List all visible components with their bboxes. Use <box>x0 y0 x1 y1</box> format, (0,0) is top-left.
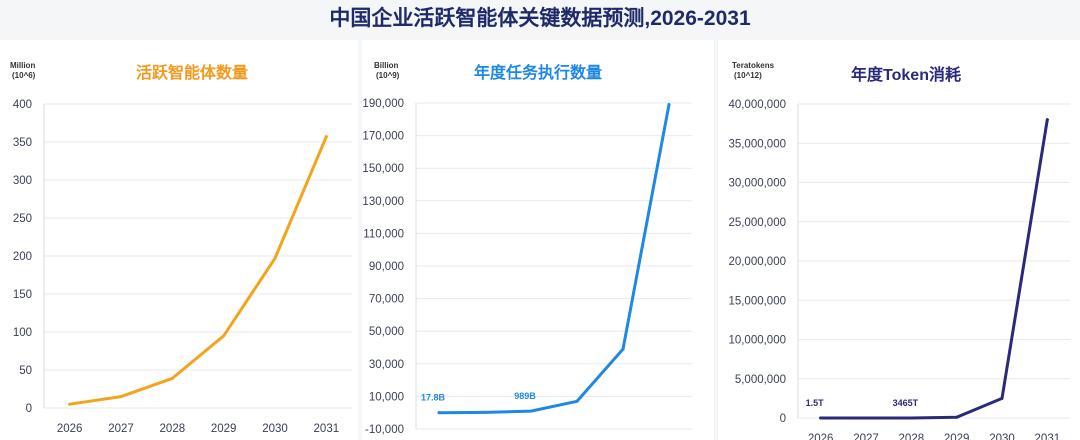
x-tick-label: 2027 <box>108 423 134 435</box>
y-tick-label: 50,000 <box>369 326 404 338</box>
chart-title: 年度任务执行数量 <box>474 63 602 82</box>
data-point <box>529 409 533 413</box>
data-point <box>170 376 174 380</box>
x-tick-label: 2031 <box>1035 433 1061 440</box>
page-title: 中国企业活跃智能体关键数据预测,2026-2031 <box>329 7 751 30</box>
y-tick-label: 40,000,000 <box>728 99 786 111</box>
y-tick-label: 150 <box>13 289 32 301</box>
panel-annual-tasks: Billion (10^9) 年度任务执行数量 -10,000 10,000 30,000… <box>362 40 714 440</box>
data-point <box>273 256 277 260</box>
y-tick-label: 35,000,000 <box>728 138 786 150</box>
unit-label: Teratokens (10^12) <box>732 61 775 80</box>
x-tick-label: 2027 <box>853 433 879 440</box>
y-tick-label: 250 <box>13 213 32 225</box>
panel-annual-tokens: Teratokens (10^12) 年度Token消耗 0 5,000,000 10,0… <box>718 40 1080 440</box>
y-tick-label: 300 <box>13 175 32 187</box>
y-tick-label: 350 <box>13 137 32 149</box>
chart-active-agents: Million (10^6) 活跃智能体数量 0 50 100 150 200 250 300 35… <box>10 61 352 435</box>
chart-title: 活跃智能体数量 <box>136 63 248 82</box>
chart-annual-tokens: Teratokens (10^12) 年度Token消耗 0 5,000,000 10,0… <box>728 61 1070 440</box>
x-tick-label: 2029 <box>211 423 237 435</box>
x-tick-label: 2028 <box>899 433 925 440</box>
data-point <box>483 410 487 414</box>
series-line <box>437 103 671 415</box>
y-tick-label: 400 <box>13 99 32 111</box>
data-point <box>864 416 868 420</box>
y-tick-label: 20,000,000 <box>728 256 786 268</box>
data-label: 989B <box>514 391 536 401</box>
y-tick-label: 0 <box>780 413 786 425</box>
x-tick-label: 2026 <box>57 423 83 435</box>
unit-label: Million (10^6) <box>10 61 36 80</box>
data-label: 1.5T <box>806 398 825 408</box>
y-tick-label: 110,000 <box>363 228 404 240</box>
data-point <box>909 416 913 420</box>
y-tick-label: 25,000,000 <box>728 217 786 229</box>
y-tick-label: 170,000 <box>362 131 404 143</box>
x-tick-label: 2029 <box>944 433 970 440</box>
y-tick-label: 150,000 <box>362 163 404 175</box>
data-point <box>119 395 123 399</box>
y-tick-label: 90,000 <box>369 261 404 273</box>
series-line <box>68 135 328 406</box>
data-point <box>437 411 441 415</box>
x-tick-label: 2031 <box>314 423 340 435</box>
y-tick-label: 70,000 <box>369 294 404 306</box>
y-tick-label: 5,000,000 <box>735 374 786 386</box>
y-tick-label: 190,000 <box>362 98 404 110</box>
data-point <box>68 402 72 406</box>
y-tick-label: 15,000,000 <box>728 295 786 307</box>
data-point <box>621 347 625 351</box>
x-tick-label: 2030 <box>262 423 288 435</box>
data-point <box>1045 118 1049 122</box>
unit-label: Billion (10^9) <box>374 61 400 80</box>
x-tick-label: 2026 <box>808 433 834 440</box>
x-tick-label: 2028 <box>160 423 186 435</box>
y-tick-label: 0 <box>26 403 32 415</box>
y-tick-label: 200 <box>13 251 32 263</box>
data-point <box>222 334 226 338</box>
x-tick-label: 2030 <box>989 433 1015 440</box>
panel-active-agents: Million (10^6) 活跃智能体数量 0 50 100 150 200 250 300 35… <box>0 40 358 440</box>
data-point <box>1000 396 1004 400</box>
y-tick-label: 30,000,000 <box>728 178 786 190</box>
data-point <box>667 103 671 107</box>
y-tick-label: 50 <box>19 365 32 377</box>
data-point <box>819 416 823 420</box>
data-label: 17.8B <box>421 393 446 403</box>
y-tick-label: 10,000 <box>369 391 404 403</box>
y-tick-label: 10,000,000 <box>728 335 786 347</box>
chart-annual-tasks: Billion (10^9) 年度任务执行数量 -10,000 10,000 30,000… <box>362 61 692 436</box>
y-tick-label: -10,000 <box>365 424 404 436</box>
y-tick-label: 30,000 <box>369 359 404 371</box>
chart-title: 年度Token消耗 <box>851 65 961 84</box>
y-tick-label: 130,000 <box>362 196 404 208</box>
series-line <box>819 118 1049 420</box>
data-label: 3465T <box>893 398 919 408</box>
y-tick-label: 100 <box>13 327 32 339</box>
data-point <box>324 135 328 139</box>
data-point <box>575 399 579 403</box>
data-point <box>955 415 959 419</box>
